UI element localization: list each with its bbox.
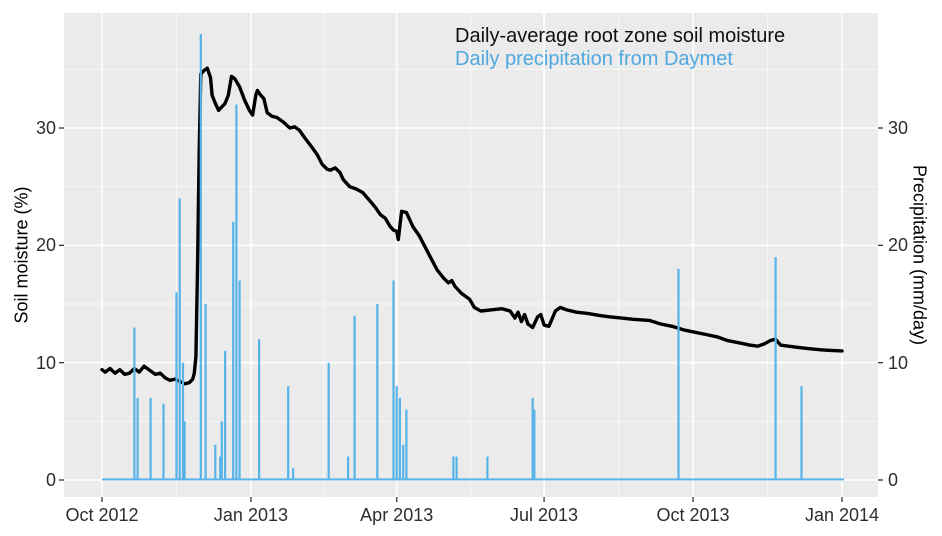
y-left-tick-label: 30	[35, 118, 56, 138]
precip-bar	[183, 421, 186, 480]
precip-bar	[405, 409, 408, 480]
precip-bar	[376, 304, 379, 480]
x-tick-label: Jul 2013	[510, 505, 579, 525]
precip-bar	[677, 268, 680, 480]
y-left-tick-label: 0	[45, 470, 56, 490]
precip-bar	[136, 397, 139, 480]
precip-bar	[204, 304, 207, 480]
precip-bar	[199, 34, 202, 480]
y-right-tick-label: 30	[888, 118, 909, 138]
precip-bar	[533, 409, 536, 480]
soil-moisture-line	[100, 66, 844, 386]
precip-bar	[774, 257, 777, 480]
precip-bar	[455, 456, 458, 480]
precip-bar	[224, 350, 227, 480]
legend-soil-moisture-label: Daily-average root zone soil moisture	[455, 25, 786, 47]
precip-bar	[178, 198, 181, 480]
precip-bar	[220, 421, 223, 480]
y-right-tick-label: 10	[888, 352, 909, 373]
x-tick-label: Jan 2014	[804, 505, 880, 525]
precip-bar	[232, 221, 235, 480]
precip-bar	[214, 444, 217, 480]
precip-bar	[402, 444, 405, 480]
precip-bar	[353, 315, 356, 480]
legend-precipitation-label: Daily precipitation from Daymet	[455, 48, 733, 70]
precip-bar	[181, 362, 185, 480]
x-tick-label: Oct 2012	[65, 505, 139, 525]
precip-bar	[398, 397, 401, 480]
plot-panel	[64, 13, 878, 497]
y-left-tick-label: 20	[35, 235, 56, 256]
precip-bar	[133, 327, 136, 480]
precip-bar	[149, 397, 152, 480]
precip-bar	[238, 280, 241, 480]
precip-bar	[327, 362, 330, 480]
precip-zero-baseline	[102, 478, 844, 481]
y-left-tick-label: 10	[35, 352, 56, 373]
precip-bar	[392, 280, 395, 480]
precip-bar	[347, 456, 350, 480]
x-tick-label: Jan 2013	[213, 505, 288, 525]
precip-bar	[486, 456, 489, 480]
precip-bar	[800, 386, 803, 480]
precip-bar	[287, 386, 290, 480]
precip-bar	[258, 339, 261, 480]
x-tick-label: Apr 2013	[360, 505, 434, 525]
precip-bar	[235, 104, 238, 480]
precip-bar	[219, 456, 222, 480]
precip-bar	[531, 397, 534, 480]
precip-bar	[292, 468, 295, 480]
chart-legend: Daily-average root zone soil moisture Da…	[455, 25, 785, 71]
precip-bar	[162, 403, 165, 480]
precip-bar	[175, 292, 178, 480]
x-tick-label: Oct 2013	[656, 505, 730, 525]
y-right-tick-label: 20	[888, 235, 909, 256]
y-right-tick-label: 0	[888, 470, 899, 490]
precip-bar	[395, 386, 398, 480]
precip-bar	[452, 456, 455, 480]
